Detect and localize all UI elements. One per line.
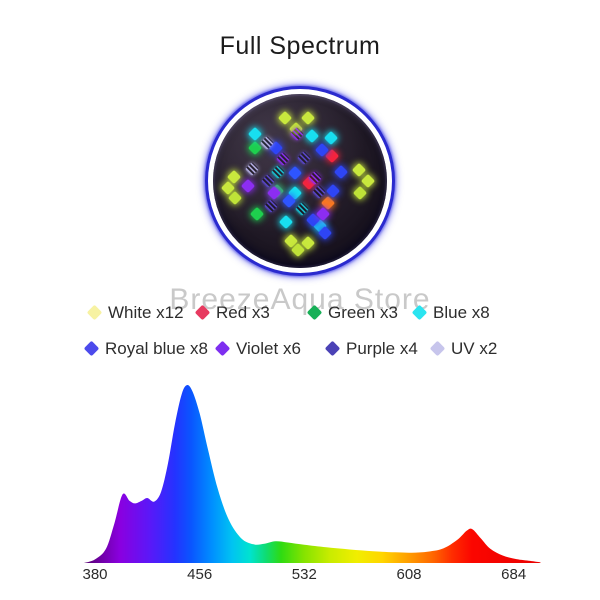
blue-diamond-icon — [411, 304, 428, 321]
led-blue — [278, 214, 293, 229]
led-white — [351, 162, 366, 177]
legend-label: White x12 — [108, 302, 184, 322]
spectrum-curve — [84, 384, 541, 563]
white-diamond-icon — [86, 304, 103, 321]
led-uv — [244, 161, 259, 176]
led-white — [361, 173, 376, 189]
led-blue — [248, 127, 263, 142]
fixture-face — [213, 94, 387, 268]
x-tick-label: 684 — [501, 566, 526, 583]
royal-blue-diamond-icon — [83, 340, 100, 357]
led-blue — [271, 164, 286, 179]
led-white — [277, 111, 292, 126]
red-diamond-icon — [194, 304, 211, 321]
legend-item-blue: Blue x8 — [411, 302, 490, 323]
led-violet — [275, 152, 290, 167]
purple-diamond-icon — [324, 340, 341, 357]
led-array — [205, 86, 395, 276]
fixture-glass-sheen — [213, 94, 387, 268]
x-axis-tick-labels: 380 456 532 608 684 — [82, 566, 526, 583]
led-green — [250, 207, 265, 222]
legend-label: Royal blue x8 — [105, 338, 209, 358]
page-title: Full Spectrum — [219, 32, 381, 60]
led-purple — [296, 151, 311, 166]
led-blue — [324, 131, 339, 146]
led-royal-blue — [333, 165, 348, 180]
legend-item-green: Green x3 — [306, 302, 398, 323]
led-blue — [305, 129, 320, 144]
uv-diamond-icon — [429, 340, 446, 357]
legend-label: Red x3 — [216, 302, 270, 322]
led-blue — [294, 201, 309, 216]
violet-diamond-icon — [214, 340, 231, 357]
led-royal-blue — [288, 166, 303, 181]
led-purple — [311, 185, 327, 200]
led-violet — [240, 178, 255, 193]
x-tick-label: 608 — [396, 566, 421, 583]
spectrum-chart: 380 456 532 608 684 — [82, 384, 541, 583]
legend-item-white: White x12 — [86, 302, 184, 323]
legend-label: Violet x6 — [236, 338, 301, 358]
led-purple — [263, 198, 278, 213]
x-tick-label: 380 — [82, 566, 107, 583]
legend-item-violet: Violet x6 — [214, 338, 301, 359]
led-white — [300, 111, 315, 126]
legend-item-uv: UV x2 — [429, 338, 498, 359]
led-fixture — [205, 86, 395, 276]
store-watermark: BreezeAqua Store — [169, 283, 431, 316]
legend-item-royal-blue: Royal blue x8 — [83, 338, 209, 359]
legend-label: Purple x4 — [346, 338, 418, 358]
x-tick-label: 456 — [187, 566, 212, 583]
x-tick-label: 532 — [292, 566, 317, 583]
led-white — [352, 186, 367, 201]
green-diamond-icon — [306, 304, 323, 321]
legend-label: Green x3 — [328, 302, 398, 322]
legend-item-red: Red x3 — [194, 302, 270, 323]
legend-label: UV x2 — [451, 338, 498, 358]
led-white — [228, 191, 243, 206]
legend-item-purple: Purple x4 — [324, 338, 418, 359]
legend-label: Blue x8 — [433, 302, 490, 322]
